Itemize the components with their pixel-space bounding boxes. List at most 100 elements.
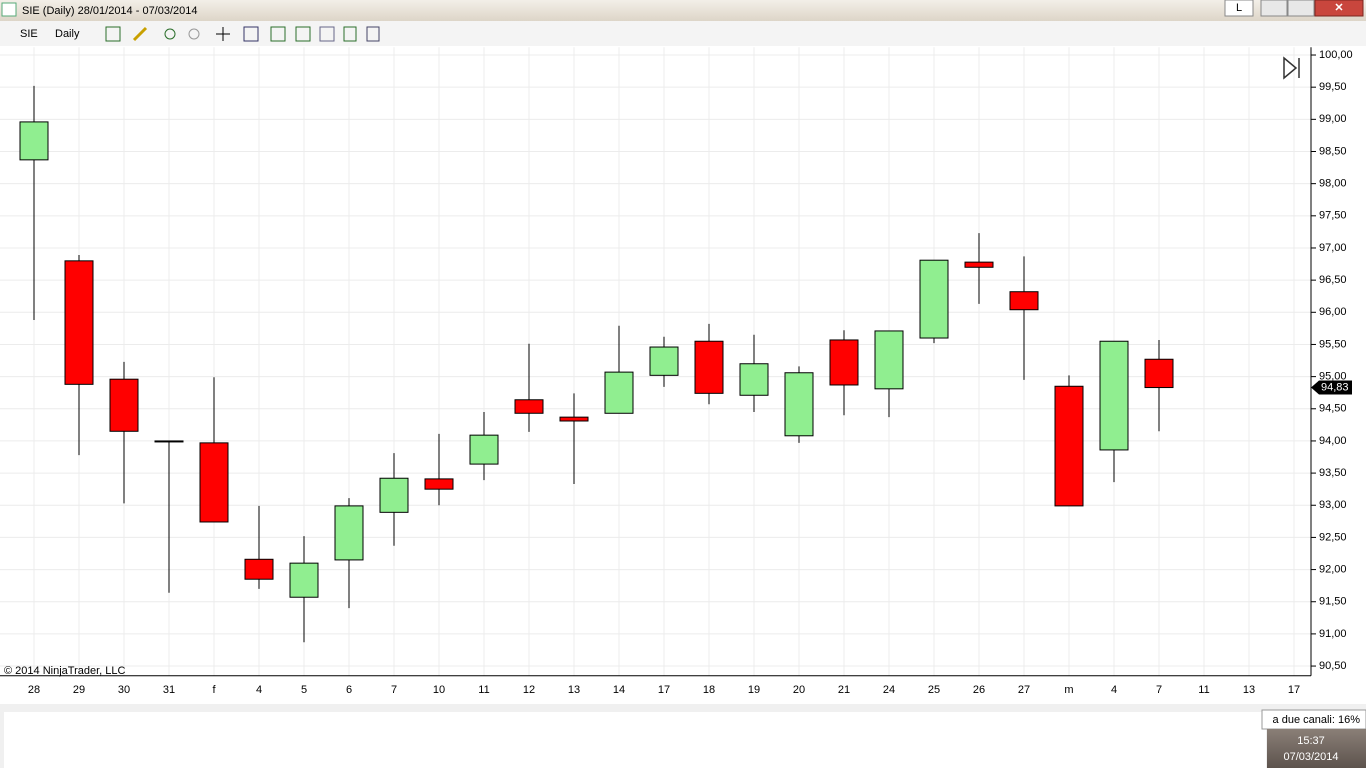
- y-tick-label: 90,50: [1319, 660, 1347, 672]
- candle-body: [514, 399, 544, 414]
- candle-body: [154, 440, 184, 443]
- x-tick-label: 17: [658, 684, 670, 696]
- candle-body: [784, 372, 814, 437]
- candle-body: [1009, 291, 1039, 311]
- x-tick-label: 13: [568, 684, 580, 696]
- y-tick-label: 96,50: [1319, 274, 1347, 286]
- clock-date: 07/03/2014: [1283, 751, 1338, 763]
- y-tick-label: 99,50: [1319, 81, 1347, 93]
- close-button[interactable]: [1314, 0, 1364, 17]
- candle-body: [64, 260, 94, 385]
- x-tick-label: 13: [1243, 684, 1255, 696]
- x-tick-label: 19: [748, 684, 760, 696]
- candle-body: [244, 558, 274, 580]
- x-tick-label: 18: [703, 684, 715, 696]
- y-tick-label: 96,00: [1319, 306, 1347, 318]
- y-tick-label: 98,50: [1319, 145, 1347, 157]
- y-tick-label: 92,50: [1319, 531, 1347, 543]
- candle-body: [109, 378, 139, 432]
- zoom-out-icon[interactable]: [188, 28, 200, 40]
- x-tick-label: 21: [838, 684, 850, 696]
- candle-body: [424, 478, 454, 490]
- x-tick-label: 7: [1156, 684, 1162, 696]
- candle-body: [604, 371, 634, 414]
- desktop-panel: [4, 712, 1266, 768]
- candle-body: [1054, 385, 1084, 507]
- y-tick-label: 92,00: [1319, 563, 1347, 575]
- chart-style-icon[interactable]: [105, 26, 121, 42]
- maximize-button[interactable]: [1287, 0, 1315, 17]
- instrument-selector[interactable]: SIE: [20, 28, 38, 40]
- zoom-in-icon[interactable]: [164, 28, 176, 40]
- notice-text: a due canali: 16%: [1273, 714, 1361, 726]
- indicator-icon[interactable]: [270, 26, 286, 42]
- candle-body: [559, 416, 589, 422]
- copyright: © 2014 NinjaTrader, LLC: [4, 665, 125, 677]
- money-icon[interactable]: [343, 26, 357, 42]
- candle-body: [919, 259, 949, 339]
- window-title: SIE (Daily) 28/01/2014 - 07/03/2014: [22, 5, 198, 17]
- candle-body: [829, 339, 859, 386]
- y-tick-label: 94,50: [1319, 403, 1347, 415]
- candle-body: [874, 330, 904, 390]
- last-price-label: 94,83: [1321, 381, 1349, 393]
- y-tick-label: 91,50: [1319, 596, 1347, 608]
- x-tick-label: f: [212, 684, 216, 696]
- data-box-icon[interactable]: [366, 26, 380, 42]
- x-tick-label: 24: [883, 684, 895, 696]
- candle-body: [19, 121, 49, 161]
- candle-body: [199, 442, 229, 523]
- y-tick-label: 95,50: [1319, 338, 1347, 350]
- close-icon: ✕: [1334, 2, 1343, 14]
- candle-body: [1099, 340, 1129, 451]
- candle-body: [649, 346, 679, 376]
- y-tick-label: 93,50: [1319, 467, 1347, 479]
- y-tick-label: 100,00: [1319, 49, 1353, 61]
- candle-body: [469, 434, 499, 465]
- search-icon[interactable]: [243, 26, 259, 42]
- y-tick-label: 99,00: [1319, 113, 1347, 125]
- x-tick-label: 4: [256, 684, 262, 696]
- x-tick-label: 11: [1198, 684, 1209, 696]
- y-tick-label: 95,00: [1319, 371, 1347, 383]
- minimize-button[interactable]: [1260, 0, 1288, 17]
- x-tick-label: 10: [433, 684, 445, 696]
- x-tick-label: 7: [391, 684, 397, 696]
- title-bar: [0, 0, 1366, 21]
- link-button[interactable]: [1224, 0, 1254, 17]
- x-tick-label: 29: [73, 684, 85, 696]
- clock[interactable]: [1267, 729, 1366, 768]
- x-tick-label: 5: [301, 684, 307, 696]
- candle-body: [334, 505, 364, 561]
- properties-icon[interactable]: [319, 26, 335, 42]
- candle-body: [739, 363, 769, 396]
- x-tick-label: m: [1064, 684, 1073, 696]
- candle-body: [964, 261, 994, 268]
- x-tick-label: 17: [1288, 684, 1300, 696]
- candle-body: [289, 562, 319, 598]
- x-tick-label: 14: [613, 684, 625, 696]
- period-selector[interactable]: Daily: [55, 28, 80, 40]
- draw-icon[interactable]: [132, 26, 148, 42]
- x-tick-label: 11: [478, 684, 489, 696]
- y-tick-label: 91,00: [1319, 628, 1347, 640]
- x-tick-label: 27: [1018, 684, 1030, 696]
- x-tick-label: 26: [973, 684, 985, 696]
- x-tick-label: 12: [523, 684, 535, 696]
- y-tick-label: 97,00: [1319, 242, 1347, 254]
- y-tick-label: 97,50: [1319, 210, 1347, 222]
- y-tick-label: 93,00: [1319, 499, 1347, 511]
- scroll-end-button[interactable]: [1283, 56, 1300, 80]
- link-button-label[interactable]: L: [1236, 2, 1242, 14]
- clock-time: 15:37: [1297, 735, 1325, 747]
- candle-body: [379, 477, 409, 513]
- x-tick-label: 6: [346, 684, 352, 696]
- strategy-icon[interactable]: [295, 26, 311, 42]
- last-price-marker: [1311, 380, 1352, 395]
- toolbar-icons: [105, 26, 380, 42]
- candle-body: [694, 340, 724, 394]
- x-tick-label: 28: [28, 684, 40, 696]
- crosshair-icon[interactable]: [216, 27, 230, 41]
